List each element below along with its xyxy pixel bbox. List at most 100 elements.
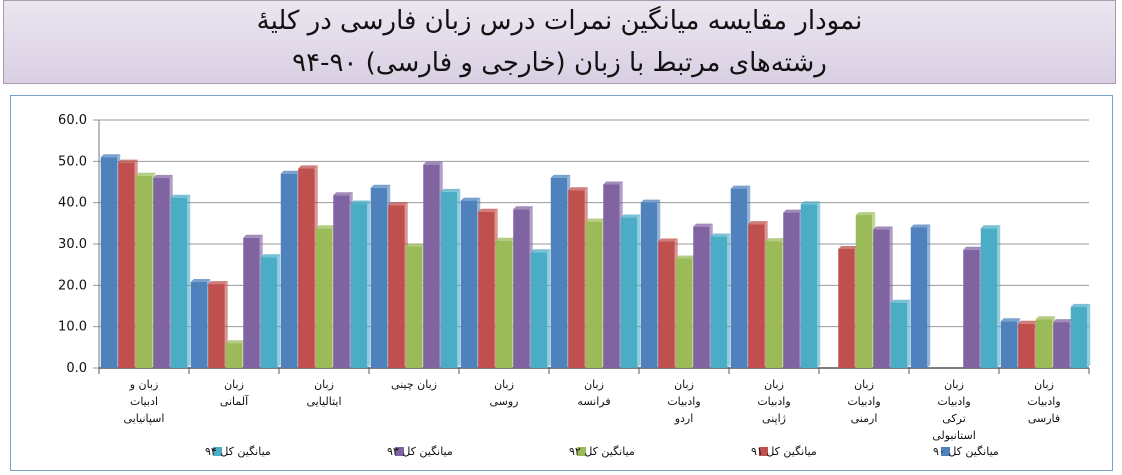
bar-top [693, 223, 713, 227]
x-category-label: وادبیات [937, 395, 970, 408]
x-category-label: زبان [224, 378, 244, 391]
bar-top [513, 206, 533, 210]
bar [963, 249, 980, 368]
bar-top [333, 192, 353, 196]
y-tick-label: 50.0 [58, 154, 87, 169]
bar [170, 197, 188, 368]
bar [243, 237, 260, 368]
y-tick-label: 0.0 [66, 361, 87, 376]
bar [640, 202, 658, 368]
bar [710, 236, 728, 368]
x-category-label: وادبیات [1027, 395, 1060, 408]
bar-top [1000, 318, 1021, 322]
bar [513, 209, 530, 368]
bar-side [637, 214, 641, 368]
x-category-label: زبان [944, 378, 964, 391]
bar-side [457, 188, 461, 368]
legend-item: میانگین کل ۹۲ [569, 445, 635, 458]
bar [478, 211, 495, 368]
x-category-label: زبان [674, 378, 694, 391]
bar-top [783, 209, 803, 213]
x-category-label: ارمنی [851, 412, 878, 425]
legend-item: میانگین کل ۹۱ [751, 445, 817, 458]
bar-top [640, 199, 661, 203]
x-category-label: فرانسه [577, 395, 610, 408]
bar [620, 217, 638, 368]
bar [603, 184, 620, 368]
bar-top [190, 279, 211, 283]
bar-side [187, 194, 191, 368]
bar-side [1087, 303, 1091, 368]
bar [1070, 306, 1088, 368]
bar [693, 226, 710, 368]
bar-top [855, 212, 876, 216]
bar-top [748, 221, 768, 225]
bar-top [170, 194, 191, 198]
y-tick-label: 60.0 [58, 113, 87, 128]
y-tick-label: 30.0 [58, 237, 87, 252]
bar [208, 284, 225, 368]
bar [423, 164, 440, 368]
bar [550, 177, 568, 368]
bar-top [440, 188, 461, 192]
x-category-label: زبان [764, 378, 784, 391]
bar [260, 257, 278, 368]
bar-top [765, 238, 786, 242]
bar-top [550, 174, 571, 178]
chart-title-banner: نمودار مقایسه میانگین نمرات درس زبان فار… [3, 0, 1116, 84]
x-category-label: زبان [584, 378, 604, 391]
bar-side [547, 249, 551, 368]
bar-top [405, 243, 426, 247]
bar-top [423, 161, 443, 165]
bar-top [980, 225, 1001, 229]
x-category-label: اردو [674, 412, 694, 425]
bar-top [388, 202, 408, 206]
bar [1000, 321, 1018, 368]
bar-top [153, 174, 173, 178]
bar-side [907, 299, 911, 368]
bar [855, 215, 873, 368]
legend-label: میانگین کل ۹۱ [751, 445, 817, 458]
chart-title-line-2: رشته‌های مرتبط با زبان (خارجی و فارسی) ۹… [292, 48, 827, 78]
bar [298, 168, 315, 368]
bar-top [1053, 319, 1073, 323]
x-category-label: ژاپنی [762, 412, 786, 425]
bar-top [315, 225, 336, 229]
bar [440, 191, 458, 368]
bar-top [460, 197, 481, 201]
legend-swatch [577, 447, 586, 456]
x-category-label: زبان و [129, 378, 159, 391]
y-tick-label: 10.0 [58, 320, 87, 335]
bar-top [620, 214, 641, 218]
bar-top [603, 181, 623, 185]
bar [333, 195, 350, 368]
bar-top [838, 245, 858, 249]
x-category-label: زبان [854, 378, 874, 391]
bar [495, 240, 513, 368]
y-tick-label: 40.0 [58, 196, 87, 211]
x-category-label: وادبیات [847, 395, 880, 408]
legend-label: میانگین کل ۹۳ [387, 445, 453, 458]
x-category-label: وادبیات [757, 395, 790, 408]
bar [370, 187, 388, 368]
bar-top [530, 249, 551, 253]
legend-label: میانگین کل ۹۰ [933, 445, 999, 458]
bar-top [963, 246, 983, 250]
bar-side [927, 224, 931, 368]
bar [730, 188, 748, 368]
x-category-label: استانبولی [932, 429, 976, 442]
legend-item: میانگین کل ۹۰ [933, 445, 999, 458]
bar-top [710, 233, 731, 237]
bar [873, 229, 890, 368]
bar-top [910, 224, 931, 228]
legend-item: میانگین کل ۹۴ [205, 445, 271, 458]
x-category-label: ایتالیایی [306, 395, 341, 408]
bar-top [1018, 320, 1038, 324]
legend-swatch [213, 447, 222, 456]
bar [350, 203, 368, 368]
bar [388, 205, 405, 368]
bar [838, 248, 855, 368]
bar [190, 282, 208, 368]
bar-top [370, 184, 391, 188]
